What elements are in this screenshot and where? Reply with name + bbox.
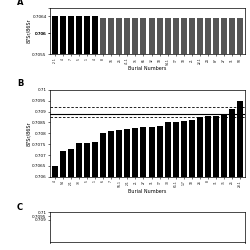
Bar	[156, 18, 162, 250]
Bar	[108, 131, 114, 250]
Bar	[132, 18, 138, 250]
X-axis label: Burial Numbers: Burial Numbers	[128, 188, 167, 194]
Bar	[181, 18, 187, 250]
Bar	[189, 18, 195, 250]
Bar	[76, 16, 82, 250]
Bar	[132, 128, 138, 250]
Bar	[108, 18, 114, 250]
Y-axis label: 87Sr/86Sr: 87Sr/86Sr	[26, 121, 31, 146]
Bar	[213, 116, 219, 250]
Bar	[52, 16, 58, 250]
Bar	[213, 18, 219, 250]
Bar	[205, 18, 211, 250]
Bar	[229, 110, 235, 250]
Bar	[52, 166, 58, 250]
Bar	[148, 126, 154, 250]
Bar	[221, 114, 227, 250]
Bar	[116, 18, 122, 250]
Y-axis label: 87Sr/86Sr: 87Sr/86Sr	[26, 18, 31, 43]
Bar	[164, 122, 171, 250]
Bar	[237, 18, 243, 250]
Text: C: C	[17, 203, 23, 212]
Bar	[181, 121, 187, 250]
Bar	[84, 16, 90, 250]
Bar	[100, 18, 106, 250]
Bar	[148, 18, 154, 250]
Bar	[68, 16, 74, 250]
Bar	[197, 117, 203, 250]
Bar	[173, 122, 179, 250]
Bar	[92, 16, 98, 250]
Bar	[124, 129, 130, 250]
Bar	[156, 126, 162, 250]
Text: A: A	[17, 0, 23, 6]
Bar	[68, 148, 74, 250]
X-axis label: Burial Numbers: Burial Numbers	[128, 66, 167, 71]
Bar	[140, 127, 146, 250]
Bar	[100, 133, 106, 250]
Text: B: B	[17, 79, 23, 88]
Bar	[124, 18, 130, 250]
Bar	[237, 101, 243, 250]
Bar	[92, 142, 98, 250]
Bar	[116, 130, 122, 250]
Bar	[76, 143, 82, 250]
Bar	[221, 18, 227, 250]
Bar	[164, 18, 171, 250]
Bar	[140, 18, 146, 250]
Bar	[173, 18, 179, 250]
Bar	[60, 151, 66, 250]
Bar	[205, 116, 211, 250]
Bar	[84, 143, 90, 250]
Bar	[197, 18, 203, 250]
Bar	[189, 120, 195, 250]
Bar	[229, 18, 235, 250]
Bar	[60, 16, 66, 250]
